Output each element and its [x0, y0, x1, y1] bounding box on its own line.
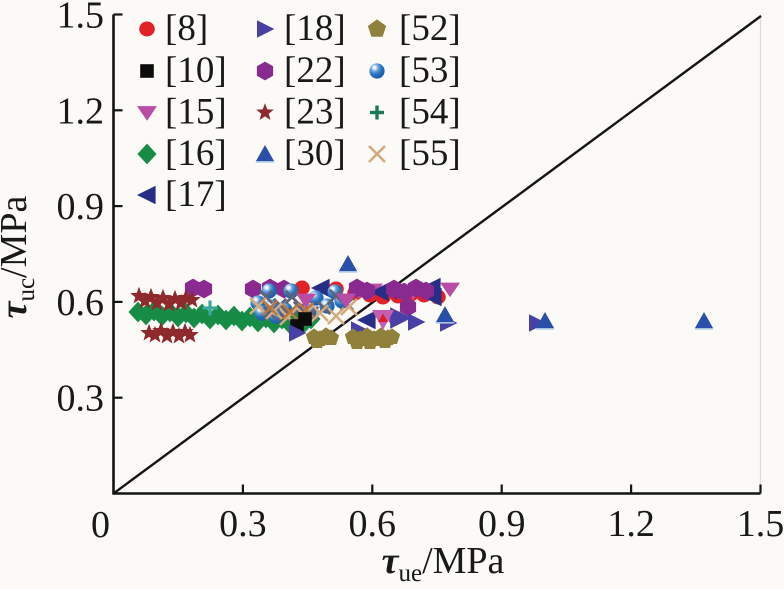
svg-text:[55]: [55] [399, 133, 461, 174]
svg-text:0.6: 0.6 [349, 503, 397, 545]
svg-text:[17]: [17] [165, 174, 227, 215]
svg-text:1.2: 1.2 [607, 503, 655, 545]
svg-text:τue/MPa: τue/MPa [382, 540, 505, 584]
svg-text:0.6: 0.6 [57, 282, 105, 324]
svg-text:[10]: [10] [165, 50, 227, 91]
svg-text:1.2: 1.2 [57, 90, 105, 132]
svg-text:[16]: [16] [165, 133, 227, 174]
svg-text:0.9: 0.9 [478, 503, 526, 545]
svg-text:[23]: [23] [284, 92, 346, 133]
svg-text:[54]: [54] [399, 92, 461, 133]
svg-text:[18]: [18] [284, 8, 346, 49]
svg-text:τuc/MPa: τuc/MPa [0, 195, 40, 318]
svg-text:[53]: [53] [399, 50, 461, 91]
svg-text:0.3: 0.3 [57, 378, 105, 420]
svg-text:0: 0 [91, 504, 110, 546]
svg-text:0.9: 0.9 [57, 186, 105, 228]
svg-text:[30]: [30] [284, 133, 346, 174]
svg-text:[8]: [8] [165, 8, 208, 49]
svg-text:1.5: 1.5 [737, 503, 784, 545]
svg-text:[52]: [52] [399, 8, 461, 49]
svg-text:0.3: 0.3 [219, 503, 267, 545]
svg-text:[22]: [22] [284, 50, 346, 91]
svg-text:[15]: [15] [165, 92, 227, 133]
svg-text:1.5: 1.5 [57, 0, 105, 37]
